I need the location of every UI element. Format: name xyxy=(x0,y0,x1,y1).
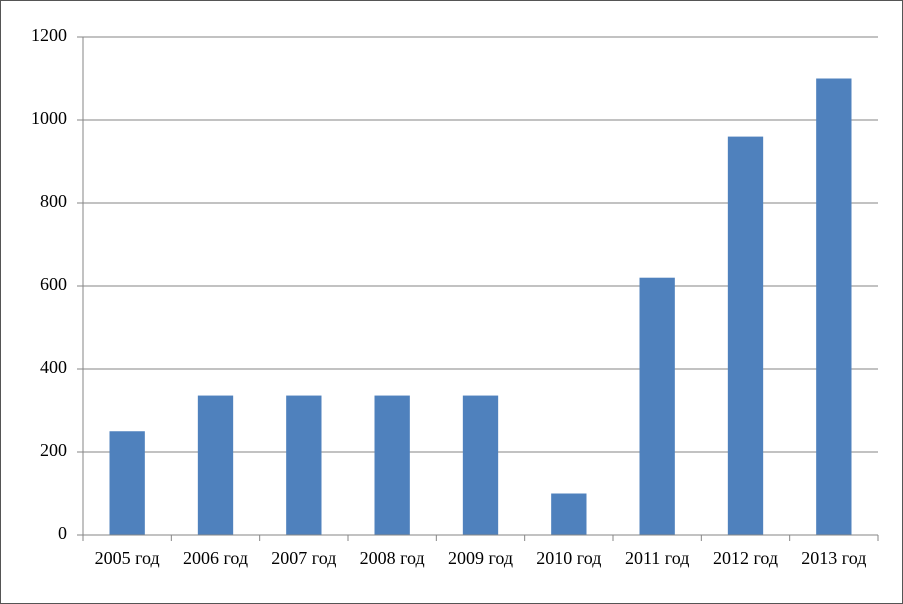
x-tick-label: 2010 год xyxy=(536,548,601,568)
x-tick-label: 2007 год xyxy=(271,548,336,568)
x-tick-label: 2012 год xyxy=(713,548,778,568)
bar xyxy=(374,395,410,535)
bar xyxy=(551,493,587,535)
bar xyxy=(197,395,234,535)
y-tick-label: 1000 xyxy=(31,108,67,128)
y-tick-label: 200 xyxy=(40,440,67,460)
y-tick-label: 600 xyxy=(40,274,67,294)
bar xyxy=(462,395,499,535)
y-tick-label: 1200 xyxy=(31,25,67,45)
y-tick-label: 400 xyxy=(40,357,67,377)
y-tick-label: 800 xyxy=(40,191,67,211)
bar xyxy=(727,136,764,535)
x-tick-label: 2006 год xyxy=(183,548,248,568)
bar xyxy=(109,431,145,535)
x-tick-label: 2005 год xyxy=(95,548,160,568)
bar xyxy=(639,277,675,535)
x-tick-label: 2008 год xyxy=(360,548,425,568)
x-tick-label: 2013 год xyxy=(801,548,866,568)
bar xyxy=(816,78,852,535)
bar xyxy=(286,395,322,535)
x-tick-label: 2011 год xyxy=(625,548,689,568)
y-tick-label: 0 xyxy=(58,523,67,543)
x-tick-label: 2009 год xyxy=(448,548,513,568)
